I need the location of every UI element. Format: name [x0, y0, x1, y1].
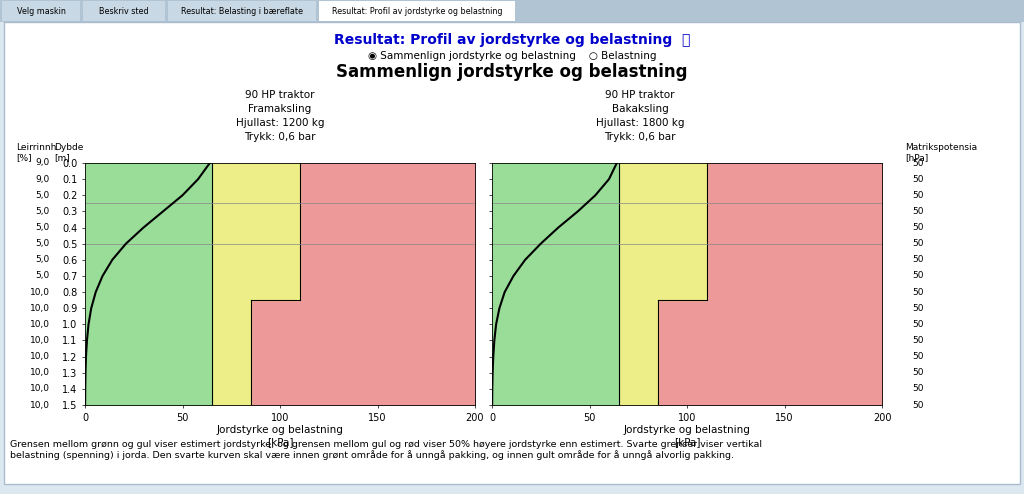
Text: Leirrinnh
[%]: Leirrinnh [%] — [16, 143, 56, 163]
Text: 5,0: 5,0 — [36, 223, 50, 232]
Bar — [83, 1, 165, 21]
Bar — [2, 1, 80, 21]
Text: 90 HP traktor
Bakaksling
Hjullast: 1800 kg
Trykk: 0,6 bar: 90 HP traktor Bakaksling Hjullast: 1800 … — [596, 90, 684, 142]
Text: 5,0: 5,0 — [36, 207, 50, 216]
Text: 10,0: 10,0 — [30, 352, 50, 361]
X-axis label: Jordstyrke og belastning
[kPa]: Jordstyrke og belastning [kPa] — [216, 425, 343, 447]
Bar — [319, 1, 515, 21]
Text: 10,0: 10,0 — [30, 401, 50, 410]
Text: 50: 50 — [912, 223, 924, 232]
Text: Beskriv sted: Beskriv sted — [99, 6, 148, 15]
Bar — [0, 0, 1024, 22]
Text: 9,0: 9,0 — [36, 159, 50, 167]
Text: 50: 50 — [912, 191, 924, 200]
Text: Velg maskin: Velg maskin — [16, 6, 66, 15]
Text: Sammenlign jordstyrke og belastning: Sammenlign jordstyrke og belastning — [336, 63, 688, 81]
Text: 50: 50 — [912, 384, 924, 393]
Text: 5,0: 5,0 — [36, 255, 50, 264]
Text: 50: 50 — [912, 175, 924, 184]
Text: Resultat: Belasting i bæreflate: Resultat: Belasting i bæreflate — [181, 6, 303, 15]
Text: ◉ Sammenlign jordstyrke og belastning    ○ Belastning: ◉ Sammenlign jordstyrke og belastning ○ … — [368, 51, 656, 61]
Text: 10,0: 10,0 — [30, 368, 50, 377]
Text: 9,0: 9,0 — [36, 175, 50, 184]
Text: 10,0: 10,0 — [30, 320, 50, 329]
Text: 50: 50 — [912, 304, 924, 313]
Text: 50: 50 — [912, 401, 924, 410]
Bar — [168, 1, 316, 21]
Text: 50: 50 — [912, 368, 924, 377]
Text: 50: 50 — [912, 239, 924, 248]
Text: 50: 50 — [912, 159, 924, 167]
Text: Dybde
[m]: Dybde [m] — [54, 143, 83, 163]
Text: Resultat: Profil av jordstyrke og belastning: Resultat: Profil av jordstyrke og belast… — [332, 6, 502, 15]
Text: 50: 50 — [912, 320, 924, 329]
Text: 5,0: 5,0 — [36, 271, 50, 281]
Text: 50: 50 — [912, 207, 924, 216]
Text: 50: 50 — [912, 288, 924, 296]
Text: Grensen mellom grønn og gul viser estimert jordstyrke, og grensen mellom gul og : Grensen mellom grønn og gul viser estime… — [10, 440, 762, 460]
Text: 10,0: 10,0 — [30, 304, 50, 313]
Text: 50: 50 — [912, 352, 924, 361]
Text: Resultat: Profil av jordstyrke og belastning  ⓘ: Resultat: Profil av jordstyrke og belast… — [334, 33, 690, 47]
Text: 10,0: 10,0 — [30, 384, 50, 393]
Text: 5,0: 5,0 — [36, 239, 50, 248]
Text: 10,0: 10,0 — [30, 288, 50, 296]
Text: 50: 50 — [912, 255, 924, 264]
Text: 10,0: 10,0 — [30, 336, 50, 345]
Text: Matrikspotensia
[hPa]: Matrikspotensia [hPa] — [905, 143, 977, 163]
Text: 50: 50 — [912, 271, 924, 281]
X-axis label: Jordstyrke og belastning
[kPa]: Jordstyrke og belastning [kPa] — [624, 425, 751, 447]
Text: 5,0: 5,0 — [36, 191, 50, 200]
Text: 90 HP traktor
Framaksling
Hjullast: 1200 kg
Trykk: 0,6 bar: 90 HP traktor Framaksling Hjullast: 1200… — [236, 90, 325, 142]
Text: 50: 50 — [912, 336, 924, 345]
